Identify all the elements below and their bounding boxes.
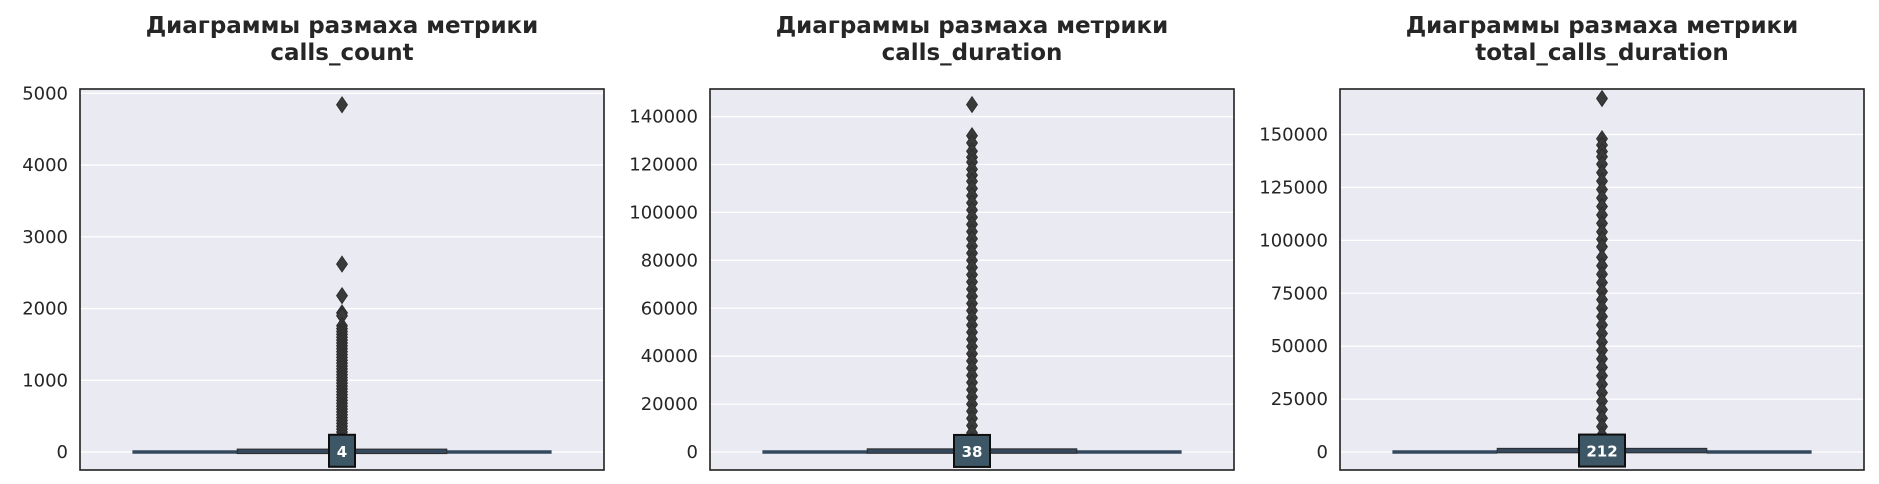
y-tick-label: 4000 xyxy=(22,155,68,176)
chart-panel-calls-count: 4 0 1000 2000 3000 4000 5000 Диаграммы размах… xyxy=(22,13,605,471)
y-tick-label: 25000 xyxy=(1271,389,1328,410)
median-label: 38 xyxy=(962,443,983,461)
y-tick-label: 75000 xyxy=(1271,283,1328,304)
y-tick-label: 0 xyxy=(1317,442,1328,463)
outlier-point xyxy=(336,255,348,273)
median-badge xyxy=(1578,433,1626,468)
outlier-point xyxy=(1596,89,1608,108)
chart-panel-calls-duration: 38 0 20000 40000 60000 80000 100000 120000 1400… xyxy=(629,13,1235,471)
y-tick-label: 2000 xyxy=(22,299,68,320)
y-tick-label: 80000 xyxy=(641,250,698,271)
y-tick-label: 40000 xyxy=(641,346,698,367)
y-tick-label: 5000 xyxy=(22,83,68,104)
outlier-point xyxy=(336,96,348,114)
y-tick-label: 50000 xyxy=(1271,336,1328,357)
y-tick-label: 60000 xyxy=(641,298,698,319)
y-tick-label: 20000 xyxy=(641,394,698,415)
panel-title-line1: Диаграммы размаха метрики xyxy=(146,13,539,39)
y-tick-label: 0 xyxy=(687,442,698,463)
plot-frame xyxy=(1339,88,1865,471)
y-tick-label: 150000 xyxy=(1259,125,1328,146)
y-tick-label: 1000 xyxy=(22,370,68,391)
y-tick-label: 140000 xyxy=(629,107,698,128)
plot-frame xyxy=(709,88,1235,471)
panel-title-line2: calls_duration xyxy=(882,40,1063,66)
y-tick-label: 100000 xyxy=(1259,230,1328,251)
plot-frame xyxy=(79,88,605,471)
median-badge xyxy=(328,433,356,468)
y-tick-label: 120000 xyxy=(629,154,698,175)
y-tick-label: 125000 xyxy=(1259,177,1328,198)
outlier-point xyxy=(966,95,978,114)
median-label: 212 xyxy=(1586,443,1617,461)
y-tick-label: 3000 xyxy=(22,227,68,248)
median-label: 4 xyxy=(337,443,347,461)
chart-panel-total-calls-duration: 212 0 25000 50000 75000 100000 125000 150000 Д… xyxy=(1259,13,1865,471)
y-tick-label: 0 xyxy=(57,442,68,463)
panel-title-line1: Диаграммы размаха метрики xyxy=(776,13,1169,39)
panel-title-line2: calls_count xyxy=(270,40,413,66)
y-tick-label: 100000 xyxy=(629,202,698,223)
panel-title-line1: Диаграммы размаха метрики xyxy=(1406,13,1799,39)
panel-title-line2: total_calls_duration xyxy=(1475,40,1729,66)
median-badge xyxy=(953,433,991,468)
outlier-point xyxy=(336,286,348,305)
